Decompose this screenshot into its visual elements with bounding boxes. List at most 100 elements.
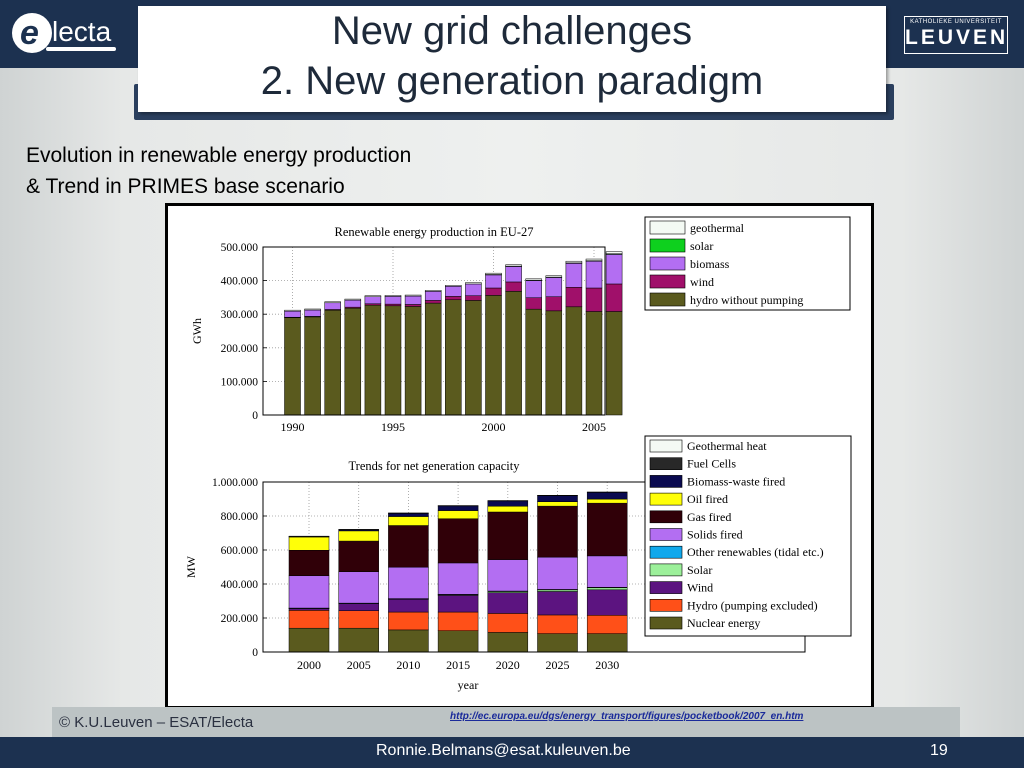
chart1-bar-segment (445, 286, 462, 297)
chart1-bar-segment (545, 310, 563, 416)
chart2-bar-segment (537, 556, 578, 590)
chart2-legend-swatch (649, 439, 683, 453)
chart2-legend-label: Solids fired (687, 528, 743, 542)
chart1-legend-swatch (649, 292, 686, 307)
chart2-xtick-label: 2025 (546, 658, 570, 672)
chart2-bar-segment (586, 589, 628, 616)
chart1-xtick-label: 2000 (482, 420, 506, 434)
chart1-bar-segment (505, 265, 522, 283)
chart2-bar-segment (288, 550, 330, 577)
chart1-bar-segment (465, 282, 482, 285)
electa-logo-text: lecta (52, 16, 112, 47)
chart2-bar-segment (388, 629, 429, 653)
chart1-xtick-label: 2005 (582, 420, 606, 434)
chart2-legend-label: Geothermal heat (687, 439, 767, 453)
chart1-axes-box (262, 246, 606, 416)
chart2-bar-segment (487, 500, 529, 502)
chart1-ytick-label: 100.000 (221, 376, 259, 388)
title-box: New grid challenges 2. New generation pa… (138, 6, 886, 112)
chart2-bar-segment (586, 502, 628, 557)
chart2-bar-segment (537, 505, 578, 558)
chart2-bar-segment (586, 615, 628, 634)
author-email: Ronnie.Belmans@esat.kuleuven.be (376, 742, 631, 759)
chart2-bar-segment (586, 633, 628, 653)
chart1-bar-segment (324, 309, 341, 416)
kuleuven-logo: KATHOLIEKE UNIVERSITEIT LEUVEN (904, 16, 1008, 54)
chart1-bar-segment (324, 301, 341, 304)
chart2-xtick-label: 2020 (496, 658, 520, 672)
chart2-legend-swatch (649, 598, 683, 612)
chart2-bar-segment (338, 610, 379, 629)
chart1-bar-segment (344, 299, 362, 308)
chart1-bar-segment (284, 317, 301, 416)
chart2-bar-segment (288, 535, 330, 537)
chart2-legend-label: Wind (687, 581, 713, 595)
chart2-bar-segment (338, 530, 379, 542)
chart2-legend-swatch (649, 510, 683, 524)
chart1-bar-segment (404, 304, 422, 307)
chart1-bar-segment (424, 302, 442, 416)
chart1-legend-label: wind (690, 275, 714, 289)
chart1-bar-segment (545, 296, 563, 312)
electa-logo: e lecta (12, 9, 116, 57)
chart1-bar-segment (384, 303, 402, 307)
chart1-ytick-label: 0 (252, 410, 258, 422)
chart2-bar-segment (537, 614, 578, 634)
chart2-ytick-label: 200.000 (221, 613, 259, 625)
chart1-bar-segment (445, 296, 462, 301)
chart2-legend-label: Biomass-waste fired (687, 474, 785, 488)
chart1-bar-segment (565, 262, 583, 288)
chart2-legend-label: Fuel Cells (687, 457, 736, 471)
chart1-ylabel: GWh (190, 318, 204, 344)
chart1-bar-segment (505, 291, 522, 416)
chart1-bar-segment (585, 287, 603, 312)
chart2-bar-segment (487, 592, 529, 614)
chart1-bar-segment (445, 285, 462, 287)
chart1-bar-segment (565, 306, 583, 416)
chart2-bar-segment (537, 501, 578, 507)
chart1-bar-segment (605, 283, 623, 312)
chart1-bar-segment (525, 297, 542, 310)
chart1-bar-segment (304, 316, 321, 416)
chart1-legend-swatch (649, 238, 686, 253)
chart2-bar-segment (338, 603, 379, 611)
charts-svg: 0 100.000 200.000 300.000 400.000 500.000 1990… (184, 216, 852, 692)
chart1-ytick-label: 200.000 (221, 343, 259, 355)
chart2-bar-segment (586, 491, 628, 493)
chart2-bar-segment (537, 633, 578, 653)
chart2-bar-segment (288, 536, 330, 551)
chart1-bar-segment (424, 300, 442, 304)
chart1-legend-label: biomass (690, 257, 730, 271)
chart2-bar-segment (288, 610, 330, 629)
chart2-ytick-label: 1.000.000 (212, 477, 258, 489)
chart1-bar-segment (585, 260, 603, 289)
chart2-legend-swatch (649, 475, 683, 488)
chart2-ytick-label: 400.000 (221, 579, 259, 591)
chart2-bar-segment (487, 511, 529, 560)
chart2-bar-segment (338, 529, 379, 531)
chart2-bar-segment (388, 516, 429, 526)
chart1-bar-segment (585, 311, 603, 416)
chart2-xtick-label: 2005 (347, 658, 371, 672)
chart1-bar-segment (304, 309, 321, 317)
source-link[interactable]: http://ec.europa.eu/dgs/energy_transport… (450, 711, 804, 722)
chart2-bar-segment (537, 495, 578, 502)
chart2-legend-label: Hydro (pumping excluded) (687, 598, 818, 612)
chart2-ylabel: MW (184, 555, 198, 578)
chart2-bar-segment (437, 518, 479, 564)
chart2-bar-segment (388, 566, 429, 599)
chart2-bar-segment (586, 498, 628, 504)
chart2-bar-segment (437, 611, 479, 631)
chart2-bar-segment (388, 611, 429, 631)
chart2-bar-segment (388, 512, 429, 514)
chart1-legend-swatch (649, 220, 686, 235)
chart1-bar-segment (485, 274, 502, 289)
chart2-legend-swatch (649, 457, 683, 470)
chart1-bar-segment (364, 296, 382, 305)
chart2-bar-segment (487, 613, 529, 633)
page-title: New grid challenges (331, 9, 693, 53)
chart2-legend-label: Other renewables (tidal etc.) (687, 545, 824, 559)
chart1-bar-segment (364, 295, 382, 297)
chart1-bar-segment (605, 311, 623, 416)
chart1-bar-segment (465, 295, 482, 301)
